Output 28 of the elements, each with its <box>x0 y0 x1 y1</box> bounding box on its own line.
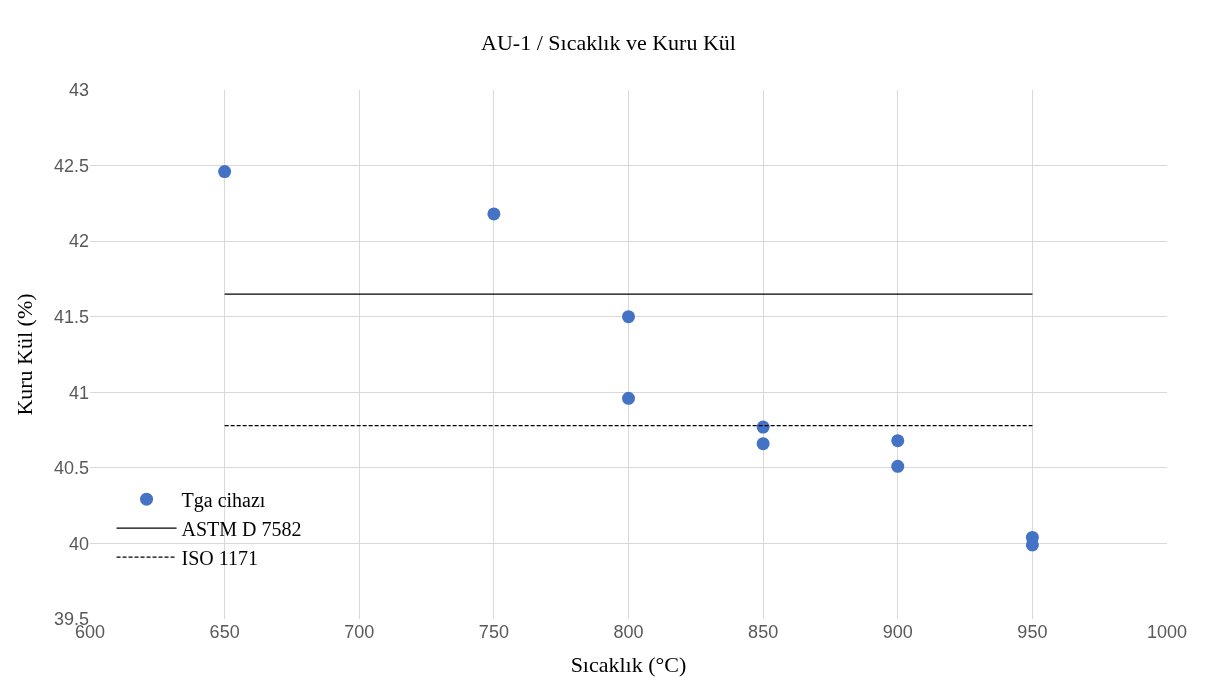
y-axis-title: Kuru Kül (%) <box>11 293 37 416</box>
x-tick-label: 1000 <box>1146 622 1188 642</box>
x-tick-label: 950 <box>1017 622 1048 642</box>
x-tick-label: 700 <box>344 622 375 642</box>
chart-title: AU-1 / Sıcaklık ve Kuru Kül <box>481 29 736 55</box>
y-tick-label: 40 <box>68 533 89 554</box>
x-tick-label: 650 <box>209 622 240 642</box>
point <box>891 459 905 473</box>
point <box>622 391 635 405</box>
point <box>756 437 770 451</box>
legend-label: Tga cihazı <box>181 488 266 512</box>
y-tick-label: 43 <box>68 80 89 101</box>
y-tick-label: 42.5 <box>53 155 89 176</box>
x-axis-title: Sıcaklık (°C) <box>570 651 687 677</box>
legend-label: ISO 1171 <box>181 546 259 569</box>
x-tick-label: 900 <box>882 622 913 642</box>
y-tick-label: 42 <box>68 231 89 252</box>
x-tick-label: 750 <box>478 622 509 642</box>
point <box>891 434 905 448</box>
x-tick-label: 800 <box>613 622 644 642</box>
y-tick-label: 41.5 <box>53 307 89 328</box>
point <box>218 165 232 179</box>
legend-label: ASTM D 7582 <box>181 517 302 540</box>
x-tick-label: 850 <box>748 622 779 642</box>
y-tick-label: 40.5 <box>53 458 89 479</box>
y-tick-label: 41 <box>68 382 89 403</box>
point <box>622 310 635 324</box>
point <box>487 207 501 221</box>
